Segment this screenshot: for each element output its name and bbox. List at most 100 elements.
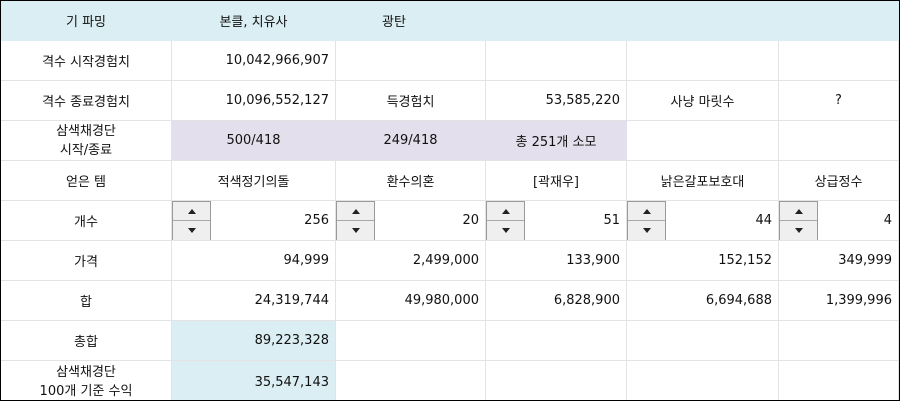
count-value[interactable]: 256 (304, 213, 329, 228)
empty-cell[interactable] (336, 321, 486, 361)
hunt-count-value[interactable]: ? (779, 81, 899, 121)
armor-label-text: 삼색채경단 시작/종료 (56, 123, 116, 158)
header-row: 기 파밍 본클, 치유사 광탄 (1, 1, 899, 41)
header-location: 광탄 (336, 1, 899, 41)
arrow-up-icon (794, 208, 803, 214)
price-value[interactable]: 152,152 (627, 241, 779, 281)
spin-up-button[interactable] (628, 202, 665, 221)
count-row: 개수 256 20 51 (1, 201, 899, 241)
arrow-down-icon (642, 228, 651, 233)
count-cell: 256 (172, 201, 336, 241)
spin-button (336, 201, 375, 240)
empty-cell[interactable] (627, 321, 779, 361)
sum-value[interactable]: 6,694,688 (627, 281, 779, 321)
empty-cell[interactable] (486, 321, 627, 361)
empty-cell[interactable] (627, 41, 779, 81)
spin-up-button[interactable] (487, 202, 524, 221)
arrow-up-icon (501, 208, 510, 214)
sum-value[interactable]: 24,319,744 (172, 281, 336, 321)
item-name: [곽재우] (486, 161, 627, 201)
total-value[interactable]: 89,223,328 (172, 321, 336, 361)
arrow-up-icon (187, 208, 196, 214)
count-label: 개수 (1, 201, 172, 241)
sum-value[interactable]: 1,399,996 (779, 281, 899, 321)
hunt-count-label: 사냥 마릿수 (627, 81, 779, 121)
header-class: 본클, 치유사 (172, 1, 336, 41)
count-value[interactable]: 20 (462, 213, 479, 228)
arrow-down-icon (187, 228, 196, 233)
count-value[interactable]: 4 (883, 213, 892, 228)
end-exp-label: 격수 종료경험치 (1, 81, 172, 121)
empty-cell[interactable] (779, 361, 899, 400)
gain-exp-value[interactable]: 53,585,220 (486, 81, 627, 121)
total-row: 총합 89,223,328 (1, 321, 899, 361)
empty-cell[interactable] (779, 321, 899, 361)
empty-cell[interactable] (486, 41, 627, 81)
count-cell: 51 (486, 201, 627, 241)
end-exp-value[interactable]: 10,096,552,127 (172, 81, 336, 121)
arrow-up-icon (642, 208, 651, 214)
items-row: 얻은 템 적색정기의돌 환수의혼 [곽재우] 낡은갈포보호대 상급정수 (1, 161, 899, 201)
spin-down-button[interactable] (337, 221, 374, 240)
price-value[interactable]: 133,900 (486, 241, 627, 281)
empty-cell[interactable] (627, 121, 779, 161)
price-label: 가격 (1, 241, 172, 281)
sum-value[interactable]: 49,980,000 (336, 281, 486, 321)
total-label: 총합 (1, 321, 172, 361)
empty-cell[interactable] (779, 121, 899, 161)
arrow-up-icon (351, 208, 360, 214)
spin-down-button[interactable] (173, 221, 210, 240)
price-row: 가격 94,999 2,499,000 133,900 152,152 349,… (1, 241, 899, 281)
arrow-down-icon (501, 228, 510, 233)
armor-start-value[interactable]: 500/418 (172, 121, 336, 161)
item-name: 적색정기의돌 (172, 161, 336, 201)
sum-value[interactable]: 6,828,900 (486, 281, 627, 321)
spin-up-button[interactable] (337, 202, 374, 221)
armor-consumed[interactable]: 총 251개 소모 (486, 121, 627, 161)
armor-row: 삼색채경단 시작/종료 500/418 249/418 총 251개 소모 (1, 121, 899, 161)
count-cell: 4 (779, 201, 899, 241)
price-value[interactable]: 2,499,000 (336, 241, 486, 281)
profit-row: 삼색채경단 100개 기준 수익 35,547,143 (1, 361, 899, 400)
profit-label: 삼색채경단 100개 기준 수익 (1, 361, 172, 400)
profit-value[interactable]: 35,547,143 (172, 361, 336, 400)
item-name: 낡은갈포보호대 (627, 161, 779, 201)
empty-cell[interactable] (779, 41, 899, 81)
start-exp-row: 격수 시작경험치 10,042,966,907 (1, 41, 899, 81)
spin-button (486, 201, 525, 240)
sum-row: 합 24,319,744 49,980,000 6,828,900 6,694,… (1, 281, 899, 321)
spin-button (172, 201, 211, 240)
item-name: 환수의혼 (336, 161, 486, 201)
price-value[interactable]: 94,999 (172, 241, 336, 281)
count-cell: 44 (627, 201, 779, 241)
empty-cell[interactable] (486, 361, 627, 400)
spin-button (779, 201, 818, 240)
price-value[interactable]: 349,999 (779, 241, 899, 281)
count-value[interactable]: 51 (603, 213, 620, 228)
start-exp-value[interactable]: 10,042,966,907 (172, 41, 336, 81)
item-name: 상급정수 (779, 161, 899, 201)
spin-up-button[interactable] (780, 202, 817, 221)
spin-up-button[interactable] (173, 202, 210, 221)
arrow-down-icon (794, 228, 803, 233)
spin-button (627, 201, 666, 240)
count-cell: 20 (336, 201, 486, 241)
spin-down-button[interactable] (780, 221, 817, 240)
header-farming: 기 파밍 (1, 1, 172, 41)
empty-cell[interactable] (336, 41, 486, 81)
items-label: 얻은 템 (1, 161, 172, 201)
empty-cell[interactable] (336, 361, 486, 400)
start-exp-label: 격수 시작경험치 (1, 41, 172, 81)
count-value[interactable]: 44 (755, 213, 772, 228)
gain-exp-label: 득경험치 (336, 81, 486, 121)
empty-cell[interactable] (627, 361, 779, 400)
sum-label: 합 (1, 281, 172, 321)
spin-down-button[interactable] (487, 221, 524, 240)
armor-end-value[interactable]: 249/418 (336, 121, 486, 161)
armor-label: 삼색채경단 시작/종료 (1, 121, 172, 161)
end-exp-row: 격수 종료경험치 10,096,552,127 득경험치 53,585,220 … (1, 81, 899, 121)
arrow-down-icon (351, 228, 360, 233)
spin-down-button[interactable] (628, 221, 665, 240)
profit-label-text: 삼색채경단 100개 기준 수익 (39, 365, 133, 399)
